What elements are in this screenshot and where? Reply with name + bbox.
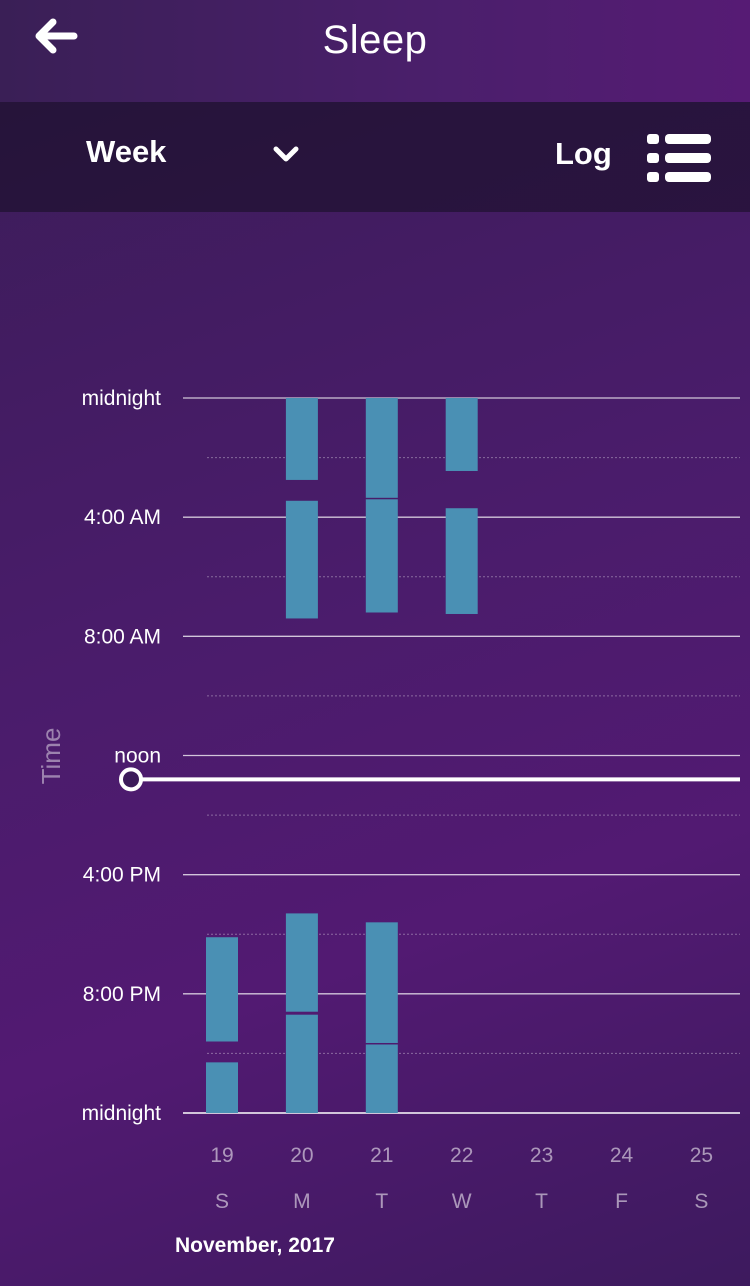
sleep-bar	[285, 398, 318, 480]
sleep-bar	[365, 499, 398, 613]
month-label: November, 2017	[175, 1234, 335, 1257]
y-axis-title: Time	[36, 728, 66, 785]
day-label: 22	[450, 1144, 473, 1167]
toolbar	[0, 102, 750, 212]
y-tick-label: midnight	[82, 387, 162, 410]
range-label: Week	[86, 134, 167, 169]
weekday-label: F	[615, 1190, 628, 1213]
day-label: 21	[370, 1144, 393, 1167]
weekday-label: T	[535, 1190, 548, 1213]
day-label: 19	[210, 1144, 233, 1167]
weekday-label: S	[215, 1190, 229, 1213]
sleep-bar	[365, 922, 398, 1043]
day-label: 20	[290, 1144, 313, 1167]
day-label: 24	[610, 1144, 634, 1167]
range-dropdown[interactable]: Week	[86, 132, 316, 178]
weekday-label: T	[375, 1190, 388, 1213]
sleep-chart: midnight 4:00 AM 8:00 AM noon 4:00 PM 8:00 PM…	[36, 387, 740, 1213]
sleep-bar	[285, 1014, 318, 1113]
y-tick-label: 8:00 PM	[83, 983, 161, 1006]
sleep-bar	[206, 937, 238, 1042]
y-tick-label: 8:00 AM	[84, 625, 161, 648]
log-label: Log	[555, 136, 612, 171]
y-tick-label: noon	[114, 745, 161, 768]
day-label: 23	[530, 1144, 553, 1167]
sleep-bar	[206, 1062, 238, 1113]
sleep-bar	[365, 398, 398, 498]
day-label: 25	[690, 1144, 713, 1167]
log-button[interactable]: Log	[555, 128, 715, 184]
sleep-bar	[365, 1044, 398, 1113]
y-tick-label: 4:00 PM	[83, 864, 161, 887]
chevron-down-icon	[273, 146, 299, 162]
sleep-bar	[285, 500, 318, 619]
arrow-left-icon[interactable]	[32, 16, 78, 60]
weekday-label: W	[452, 1190, 472, 1213]
current-time-handle	[119, 767, 143, 792]
weekday-label: M	[293, 1190, 311, 1213]
sleep-bar	[285, 913, 318, 1012]
list-icon	[647, 134, 711, 182]
page-title: Sleep	[322, 18, 428, 62]
y-tick-label: midnight	[82, 1102, 162, 1125]
y-tick-label: 4:00 AM	[84, 506, 161, 529]
sleep-bar	[445, 398, 478, 471]
top-bar: Sleep	[0, 0, 750, 102]
sleep-bar	[445, 508, 478, 614]
weekday-label: S	[694, 1190, 708, 1213]
